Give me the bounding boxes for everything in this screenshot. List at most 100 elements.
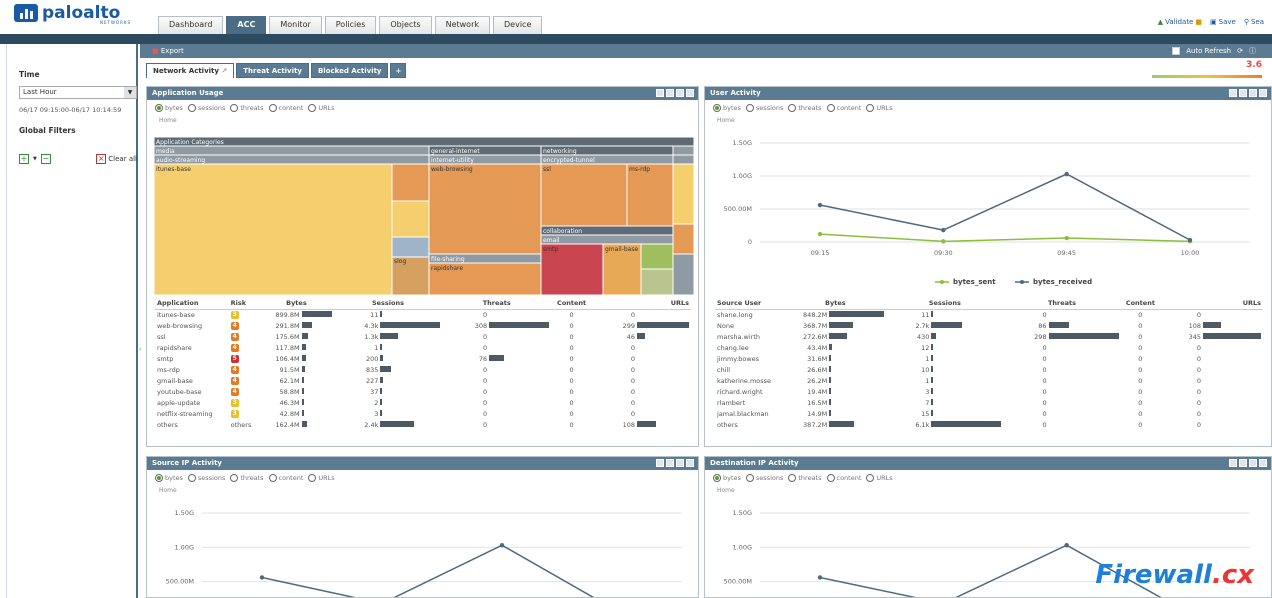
treemap-cell[interactable] xyxy=(540,234,674,245)
radio-sessions[interactable]: sessions xyxy=(187,104,225,112)
data-point[interactable] xyxy=(817,231,823,237)
treemap-block[interactable] xyxy=(672,154,694,165)
radio-urls[interactable]: URLs xyxy=(866,104,893,112)
table-row[interactable]: apple-update 3 46.3M 2 0 0 0 xyxy=(155,397,691,408)
table-row[interactable]: katherine.mosse 26.2M 1 0 0 0 xyxy=(715,375,1263,386)
breadcrumb-home[interactable]: Home xyxy=(159,487,177,494)
radio-threats[interactable]: threats xyxy=(788,474,822,482)
treemap-cell[interactable] xyxy=(540,163,628,227)
table-view-icon[interactable] xyxy=(1249,459,1257,467)
data-point[interactable] xyxy=(1064,543,1069,548)
search-button[interactable]: ⚲ Sea xyxy=(1244,18,1264,26)
radio-threats[interactable]: threats xyxy=(788,104,822,112)
radio-urls[interactable]: URLs xyxy=(308,104,335,112)
export-widget-icon[interactable] xyxy=(686,89,694,97)
maximize-icon[interactable] xyxy=(656,89,664,97)
add-filter-icon[interactable]: + xyxy=(19,154,29,164)
treemap-cell[interactable] xyxy=(428,163,542,255)
radio-content[interactable]: content xyxy=(268,474,303,482)
table-row[interactable]: None 368.7M 2.7k 86 0 108 xyxy=(715,320,1263,331)
export-widget-icon[interactable] xyxy=(686,459,694,467)
radio-urls[interactable]: URLs xyxy=(308,474,335,482)
treemap-cell[interactable] xyxy=(154,163,393,295)
user-name[interactable]: None xyxy=(717,321,734,330)
column-header[interactable]: Application xyxy=(155,297,229,310)
table-row[interactable]: gmail-base 4 62.1M 227 0 0 0 xyxy=(155,375,691,386)
treemap-block[interactable] xyxy=(672,163,694,225)
treemap-block[interactable] xyxy=(391,200,430,238)
column-header[interactable]: Threats xyxy=(442,297,552,310)
data-point[interactable] xyxy=(1064,235,1069,241)
filter-icon[interactable] xyxy=(1239,459,1247,467)
treemap-block[interactable] xyxy=(640,243,674,270)
radio-bytes[interactable]: bytes xyxy=(155,474,183,482)
table-row[interactable]: rapidshare 4 117.8M 1 0 0 0 xyxy=(155,342,691,353)
tab-acc[interactable]: ACC xyxy=(226,16,267,34)
data-point[interactable] xyxy=(1187,237,1193,243)
column-header[interactable]: Sessions xyxy=(886,297,1004,310)
table-row[interactable]: ssl 4 175.6M 1.3k 0 0 46 xyxy=(155,331,691,342)
tab-dashboard[interactable]: Dashboard xyxy=(158,16,224,34)
column-header[interactable]: Content xyxy=(551,297,593,310)
clear-all-button[interactable]: × Clear all xyxy=(96,154,137,164)
treemap-block[interactable] xyxy=(672,145,694,156)
column-header[interactable]: Bytes xyxy=(259,297,334,310)
table-row[interactable]: marsha.wirth 272.6M 430 298 0 345 xyxy=(715,331,1263,342)
treemap-cell[interactable] xyxy=(626,163,674,227)
panel-splitter-handle[interactable]: ‹ xyxy=(139,346,142,353)
breadcrumb-home[interactable]: Home xyxy=(159,117,177,124)
table-row[interactable]: web-browsing 4 291.8M 4.3k 308 0 299 xyxy=(155,320,691,331)
app-name[interactable]: smtp xyxy=(157,354,174,363)
paloalto-logo[interactable]: paloalto xyxy=(14,4,120,22)
export-button[interactable]: ■ Export xyxy=(152,47,184,55)
auto-refresh-checkbox[interactable] xyxy=(1172,47,1181,55)
export-widget-icon[interactable] xyxy=(1259,459,1267,467)
radio-sessions[interactable]: sessions xyxy=(745,104,783,112)
radio-urls[interactable]: URLs xyxy=(866,474,893,482)
app-name[interactable]: ms-rdp xyxy=(157,365,180,374)
column-header[interactable]: Source User xyxy=(715,297,785,310)
treemap-block[interactable] xyxy=(640,268,674,295)
radio-sessions[interactable]: sessions xyxy=(187,474,225,482)
data-point[interactable] xyxy=(817,575,823,580)
help-icon[interactable]: ⓘ xyxy=(1249,47,1256,55)
radio-bytes[interactable]: bytes xyxy=(713,474,741,482)
table-row[interactable]: jimmy.bowes 31.6M 1 0 0 0 xyxy=(715,353,1263,364)
radio-threats[interactable]: threats xyxy=(230,474,264,482)
user-name[interactable]: chang.lee xyxy=(717,343,749,352)
maximize-icon[interactable] xyxy=(656,459,664,467)
radio-content[interactable]: content xyxy=(826,104,861,112)
breadcrumb-home[interactable]: Home xyxy=(717,487,735,494)
add-tab-button[interactable]: + xyxy=(390,63,407,78)
app-name[interactable]: itunes-base xyxy=(157,310,195,319)
radio-bytes[interactable]: bytes xyxy=(155,104,183,112)
data-point[interactable] xyxy=(1064,171,1069,177)
table-row[interactable]: shane.long 848.2M 11 0 0 0 xyxy=(715,309,1263,320)
table-row[interactable]: youtube-base 4 58.8M 37 0 0 0 xyxy=(155,386,691,397)
user-name[interactable]: others xyxy=(717,420,738,429)
treemap-block[interactable] xyxy=(391,236,430,258)
user-name[interactable]: richard.wright xyxy=(717,387,763,396)
table-view-icon[interactable] xyxy=(1249,89,1257,97)
app-name[interactable]: rapidshare xyxy=(157,343,192,352)
radio-content[interactable]: content xyxy=(268,104,303,112)
radio-threats[interactable]: threats xyxy=(230,104,264,112)
column-header[interactable]: Content xyxy=(1120,297,1161,310)
table-row[interactable]: others others 162.4M 2.4k 0 0 108 xyxy=(155,419,691,430)
data-point[interactable] xyxy=(259,575,265,580)
save-button[interactable]: ▣ Save xyxy=(1210,18,1236,26)
table-row[interactable]: chill 26.6M 10 0 0 0 xyxy=(715,364,1263,375)
treemap-cell[interactable] xyxy=(602,243,642,295)
app-name[interactable]: youtube-base xyxy=(157,387,202,396)
treemap-cell[interactable] xyxy=(154,145,430,156)
table-row[interactable]: richard.wright 19.4M 3 0 0 0 xyxy=(715,386,1263,397)
breadcrumb-home[interactable]: Home xyxy=(717,117,735,124)
table-view-icon[interactable] xyxy=(676,459,684,467)
column-header[interactable]: URLs xyxy=(592,297,691,310)
column-header[interactable]: Sessions xyxy=(333,297,443,310)
app-name[interactable]: gmail-base xyxy=(157,376,193,385)
table-row[interactable]: rlambert 16.5M 7 0 0 0 xyxy=(715,397,1263,408)
filter-icon[interactable] xyxy=(666,459,674,467)
app-name[interactable]: ssl xyxy=(157,332,166,341)
maximize-icon[interactable] xyxy=(1229,459,1237,467)
